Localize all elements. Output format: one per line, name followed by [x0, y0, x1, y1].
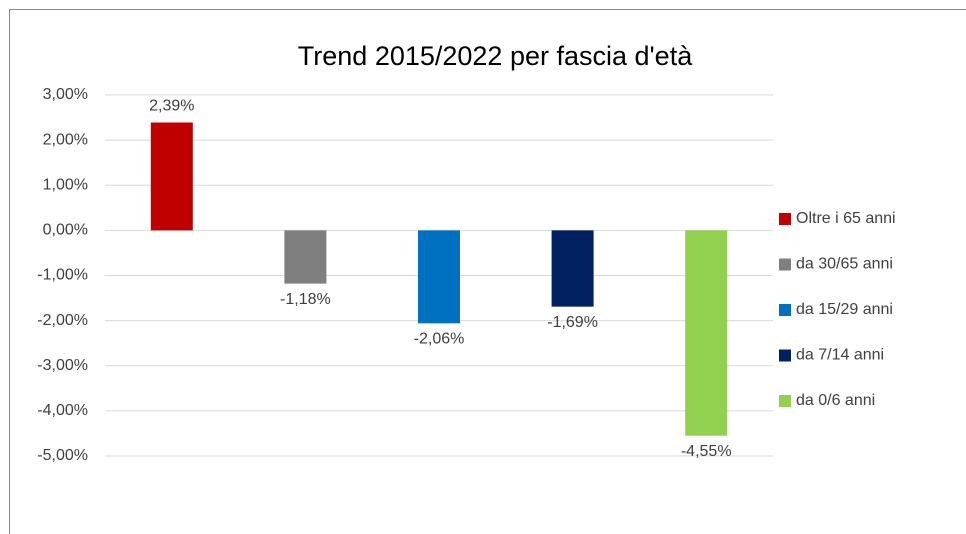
chart-frame: [9, 9, 966, 534]
legend-swatch: [779, 213, 791, 225]
legend-label: da 7/14 anni: [796, 347, 884, 364]
bar: [284, 230, 327, 284]
data-label: 2,39%: [149, 98, 194, 115]
legend-label: da 15/29 anni: [796, 301, 893, 318]
y-tick-label: -1,00%: [37, 267, 88, 284]
bar: [685, 230, 728, 436]
legend-swatch: [779, 395, 791, 407]
bar: [418, 230, 460, 324]
legend-label: da 30/65 anni: [796, 256, 893, 273]
data-label: -1,69%: [547, 314, 598, 331]
data-label: -1,18%: [280, 291, 331, 308]
y-tick-label: 1,00%: [43, 176, 88, 193]
legend-swatch: [779, 304, 791, 316]
data-label: -2,06%: [414, 331, 465, 348]
legend-swatch: [779, 349, 791, 362]
legend-swatch: [779, 258, 791, 271]
legend-label: da 0/6 anni: [796, 392, 875, 409]
y-tick-label: -2,00%: [37, 312, 88, 329]
data-label: -4,55%: [681, 443, 732, 460]
bar: [150, 122, 193, 231]
chart-title: Trend 2015/2022 per fascia d'età: [298, 41, 693, 71]
legend-label: Oltre i 65 anni: [796, 210, 896, 227]
y-tick-label: 2,00%: [43, 131, 88, 148]
y-tick-label: -3,00%: [37, 357, 88, 374]
bar: [551, 230, 594, 307]
y-tick-label: 3,00%: [43, 86, 88, 103]
y-tick-label: 0,00%: [43, 222, 88, 239]
y-tick-label: -4,00%: [37, 402, 88, 419]
y-tick-label: -5,00%: [37, 447, 88, 464]
